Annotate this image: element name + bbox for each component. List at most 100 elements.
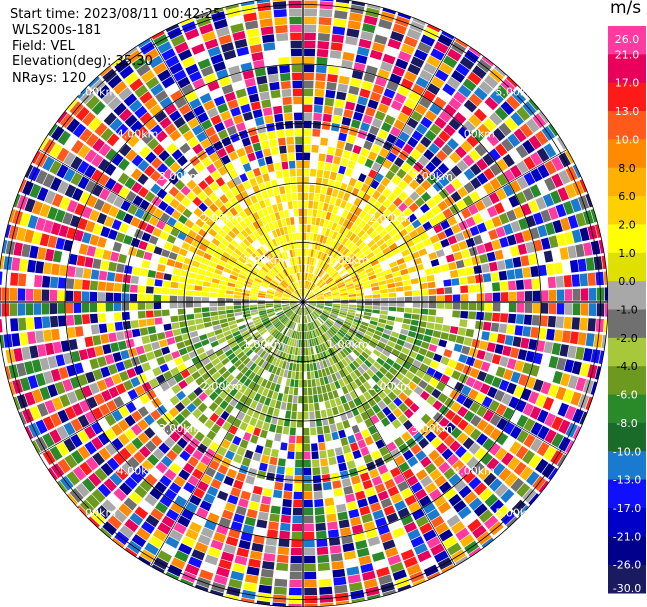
gate (401, 347, 410, 355)
gate (473, 234, 483, 245)
gate (345, 263, 353, 271)
gate (536, 442, 550, 457)
gate (500, 281, 509, 291)
gate (328, 229, 335, 238)
gate (382, 53, 396, 65)
gate (327, 330, 334, 338)
gate (320, 137, 329, 146)
colorbar-tick-label: 13.0 (615, 105, 640, 118)
gate (341, 59, 353, 69)
gate (366, 132, 377, 143)
gate (368, 255, 377, 263)
gate (330, 347, 337, 355)
gate (305, 289, 309, 297)
gate (484, 373, 495, 385)
gate (372, 349, 382, 357)
gate (428, 309, 437, 316)
gate (426, 536, 441, 549)
gate (426, 83, 441, 96)
gate (422, 238, 432, 247)
gate (351, 338, 359, 346)
gate (440, 219, 450, 230)
gate (377, 194, 387, 204)
gate (378, 18, 393, 30)
gate (598, 239, 604, 254)
gate (329, 314, 338, 319)
gate (432, 424, 444, 436)
gate (571, 274, 580, 287)
gate (350, 381, 358, 390)
gate (536, 340, 546, 352)
gate (401, 487, 413, 499)
gate (307, 216, 312, 225)
gate (413, 49, 428, 61)
gate (498, 122, 512, 137)
gate (551, 173, 564, 188)
gate (443, 124, 456, 137)
gate (460, 285, 469, 293)
gate (388, 287, 396, 293)
gate (465, 328, 475, 338)
gate (384, 114, 396, 126)
gate (500, 101, 515, 116)
gate (429, 216, 439, 227)
gate (344, 356, 352, 365)
gate (397, 12, 412, 20)
gate (476, 405, 488, 418)
gate (413, 431, 424, 443)
gate (363, 391, 372, 401)
gate (538, 264, 547, 277)
gate (412, 17, 426, 26)
gate (335, 371, 342, 380)
gate (462, 195, 474, 207)
gate (526, 471, 540, 486)
gate (324, 228, 331, 237)
gate (462, 154, 475, 167)
gate (391, 419, 402, 429)
gate (412, 359, 422, 369)
gate (491, 239, 502, 250)
gate (404, 98, 417, 110)
gate (604, 287, 608, 301)
gate (551, 416, 564, 431)
gate (377, 322, 386, 328)
gate (352, 144, 362, 155)
gate (587, 318, 596, 332)
gate (436, 231, 447, 241)
gate (418, 347, 428, 356)
gate (460, 451, 473, 464)
gate (501, 138, 514, 152)
gate (551, 156, 564, 171)
gate (314, 96, 324, 105)
gate (350, 214, 358, 223)
gate (362, 114, 373, 125)
gate (456, 393, 467, 405)
gate (470, 177, 482, 190)
gate (546, 263, 555, 276)
gate (317, 280, 324, 287)
gate (456, 159, 469, 172)
gate (312, 209, 318, 217)
gate (369, 320, 378, 326)
gate (415, 242, 425, 251)
gate (303, 176, 309, 185)
gate (436, 302, 445, 309)
gate (492, 292, 501, 302)
gate (329, 285, 338, 290)
gate (377, 204, 387, 214)
colorbar-tick-label: 10.0 (615, 133, 640, 146)
gate (385, 238, 395, 247)
gate (388, 302, 397, 307)
gate (368, 207, 377, 217)
gate (338, 268, 347, 275)
gate (513, 206, 525, 219)
gate (444, 302, 453, 310)
gate (489, 177, 502, 191)
gate (367, 239, 376, 248)
gate (457, 419, 469, 431)
gate (318, 25, 331, 34)
colorbar-tick-label: -17.0 (613, 502, 641, 515)
gate (382, 362, 392, 371)
gate (580, 288, 589, 301)
gate (371, 118, 383, 129)
